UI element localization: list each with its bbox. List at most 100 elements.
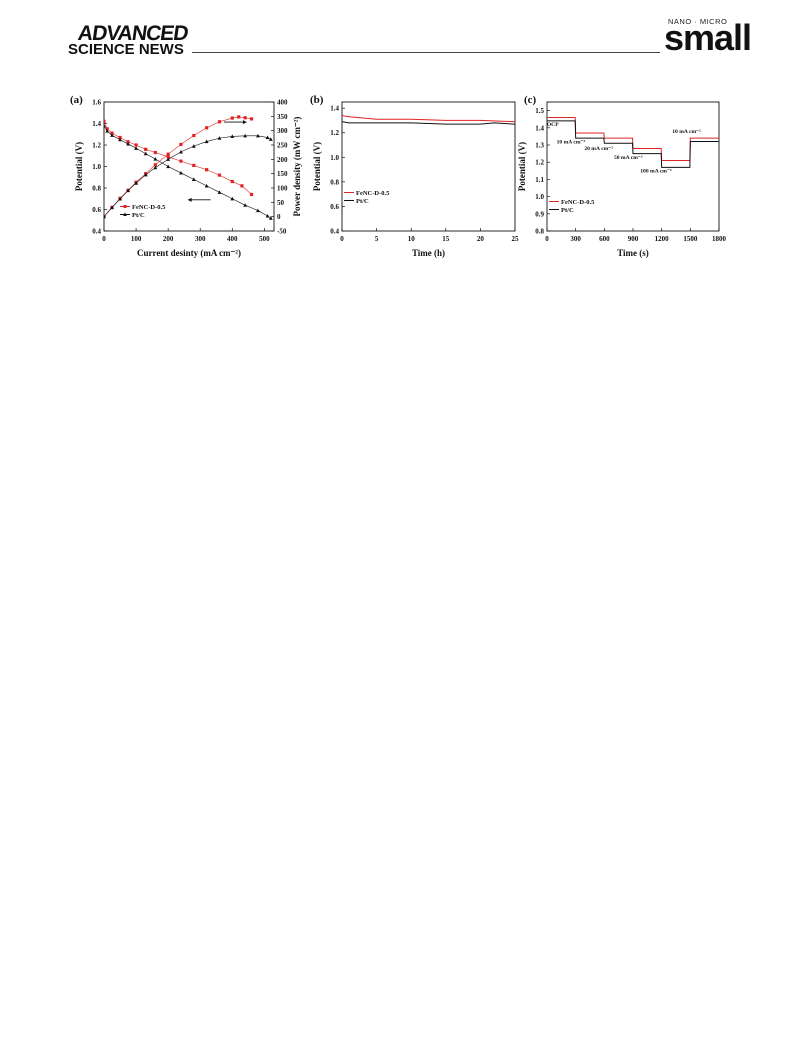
x-tick-label: 0 xyxy=(340,235,344,243)
y-tick-label: 1.0 xyxy=(92,163,101,171)
data-point-square xyxy=(217,173,222,177)
y2-tick-label: -50 xyxy=(277,228,287,236)
journal-logo: small xyxy=(664,17,752,58)
data-point-triangle xyxy=(105,129,110,133)
data-point-triangle xyxy=(166,164,171,169)
legend-entry: Pt/C xyxy=(561,207,574,214)
data-point-square xyxy=(153,150,157,155)
data-point-triangle xyxy=(126,141,130,146)
arrowhead-left xyxy=(187,197,192,202)
y-tick-label: 0.8 xyxy=(92,185,101,193)
data-point-triangle xyxy=(143,172,148,177)
data-point-triangle xyxy=(256,208,260,213)
data-point-triangle xyxy=(110,133,114,137)
x-tick-label: 0 xyxy=(102,235,106,243)
x-tick-label: 15 xyxy=(442,235,450,243)
y-tick-label: 0.4 xyxy=(92,228,101,236)
y-tick-label: 1.4 xyxy=(92,120,101,128)
x-tick-label: 400 xyxy=(227,235,238,243)
y2-tick-label: 350 xyxy=(277,113,288,121)
x-tick-label: 5 xyxy=(375,235,379,243)
data-point-square xyxy=(179,142,183,147)
data-point-triangle xyxy=(204,183,209,188)
y-tick-label: 1.4 xyxy=(535,124,544,132)
x-tick-label: 200 xyxy=(163,235,174,243)
y-tick-label: 0.9 xyxy=(535,210,544,218)
page-header: ADVANCED SCIENCE NEWS NANO · MICRO small xyxy=(0,0,793,70)
y2-tick-label: 100 xyxy=(277,185,288,193)
y-tick-label: 0.4 xyxy=(330,228,339,236)
data-point-square xyxy=(249,192,254,197)
y-tick-label: 1.2 xyxy=(92,142,101,150)
x-tick-label: 25 xyxy=(512,235,520,243)
publisher-logo-line2: SCIENCE NEWS xyxy=(68,41,184,58)
data-point-triangle xyxy=(191,144,196,148)
data-point-square xyxy=(237,115,241,119)
data-point-square xyxy=(104,119,106,123)
x-tick-label: 1200 xyxy=(655,235,670,243)
data-point-triangle xyxy=(104,214,106,219)
y-tick-label: 0.6 xyxy=(92,206,101,214)
series-line-0 xyxy=(342,115,515,123)
data-point-triangle xyxy=(153,165,158,170)
data-point-square xyxy=(192,133,196,138)
panel-label: (a) xyxy=(70,94,83,106)
x-tick-label: 900 xyxy=(628,235,639,243)
data-point-triangle xyxy=(191,177,196,181)
data-point-square xyxy=(217,120,222,124)
y-tick-label: 1.6 xyxy=(92,99,101,107)
y2-tick-label: 50 xyxy=(277,199,285,207)
data-point-triangle xyxy=(110,205,114,210)
data-point-triangle xyxy=(118,196,122,201)
series-layer xyxy=(342,115,515,125)
x-axis-label: Time (h) xyxy=(412,248,445,258)
plot-frame xyxy=(103,101,275,232)
x-tick-label: 300 xyxy=(195,235,206,243)
figure: (a)0 100 200 300 400 5000.40.60.81.01.21.41.6… xyxy=(70,94,727,258)
data-point-triangle xyxy=(243,133,248,138)
data-point-triangle xyxy=(179,149,183,154)
y-tick-label: 0.6 xyxy=(330,203,339,211)
step-annotation: OCP xyxy=(547,122,559,128)
data-point-square xyxy=(243,116,247,120)
data-point-triangle xyxy=(230,196,235,201)
data-point-square xyxy=(166,155,170,159)
data-point-triangle xyxy=(265,135,270,140)
x-axis-label: Time (s) xyxy=(617,248,649,258)
data-point-square xyxy=(110,131,114,135)
y2-tick-label: 0 xyxy=(277,213,281,221)
data-point-square xyxy=(230,116,234,120)
data-point-triangle xyxy=(204,139,209,144)
data-point-triangle xyxy=(166,157,171,161)
y2-tick-label: 300 xyxy=(277,127,288,135)
data-point-square xyxy=(153,163,157,167)
x-tick-label: 20 xyxy=(477,235,485,243)
panel-label: (c) xyxy=(524,94,537,106)
data-point-triangle xyxy=(256,133,260,138)
data-point-square xyxy=(192,163,196,168)
data-point-square xyxy=(249,117,254,121)
data-point-square xyxy=(134,143,138,147)
plot-frame xyxy=(341,101,516,232)
series-layer xyxy=(104,115,273,220)
data-point-triangle xyxy=(268,137,273,141)
x-tick-label: 1500 xyxy=(683,235,698,243)
series-line-1 xyxy=(104,125,271,219)
y-tick-label: 0.8 xyxy=(330,178,339,186)
y-tick-label: 1.2 xyxy=(330,129,339,137)
y-tick-label: 1.5 xyxy=(535,107,544,115)
y-tick-label: 1.0 xyxy=(330,154,339,162)
y2-tick-label: 400 xyxy=(277,99,288,107)
legend-marker xyxy=(123,205,127,208)
step-annotation: 20 mA cm⁻² xyxy=(584,146,613,152)
y-tick-label: 1.0 xyxy=(535,193,544,201)
data-point-square xyxy=(126,140,130,144)
data-point-square xyxy=(144,147,148,151)
data-point-square xyxy=(205,168,209,172)
y2-axis-label: Power density (mW cm⁻²) xyxy=(292,117,302,217)
data-point-triangle xyxy=(265,213,270,218)
x-axis-label: Current desinty (mA cm⁻²) xyxy=(137,248,241,258)
data-point-triangle xyxy=(104,123,106,128)
data-point-square xyxy=(230,179,234,184)
data-point-triangle xyxy=(126,188,130,193)
